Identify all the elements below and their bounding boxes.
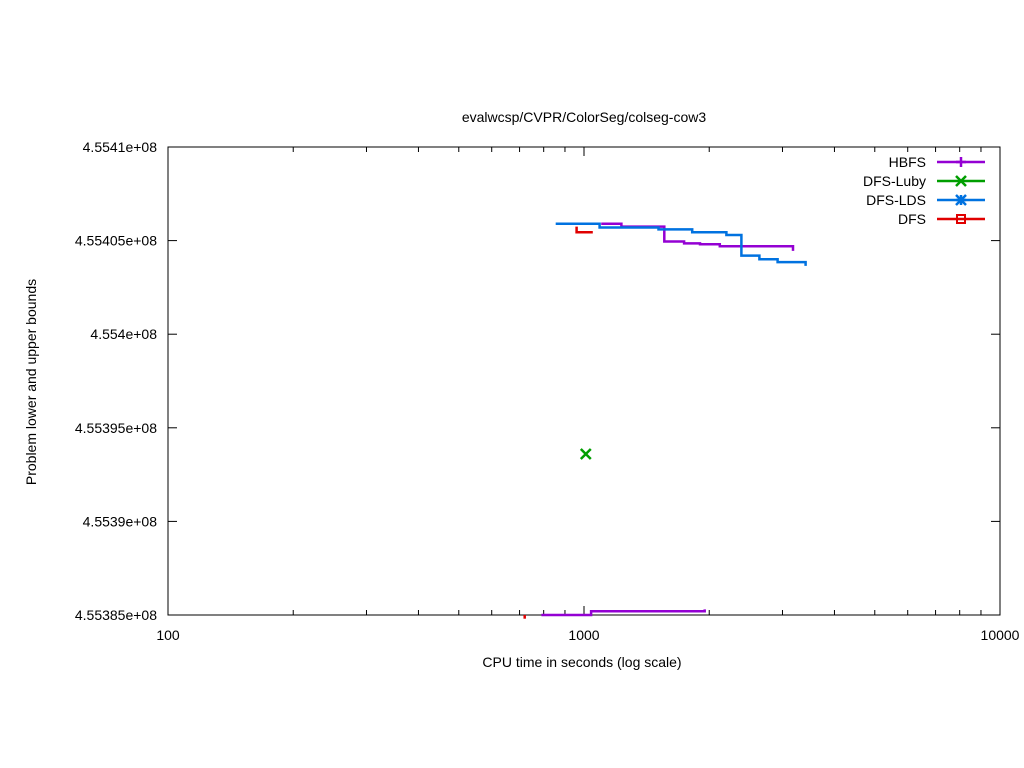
- series-dfs: [523, 226, 593, 619]
- y-tick-label: 4.5541e+08: [83, 139, 158, 155]
- x-axis-label: CPU time in seconds (log scale): [482, 654, 681, 670]
- legend-label-dfs-luby: DFS-Luby: [863, 173, 926, 189]
- legend-label-dfs: DFS: [898, 211, 926, 227]
- legend-label-hbfs: HBFS: [889, 154, 926, 170]
- series-line-hbfs: [541, 609, 706, 617]
- legend-marker-dfs-luby: [955, 175, 967, 187]
- series-group: [523, 222, 807, 619]
- legend-marker-hbfs: [956, 157, 966, 167]
- axis-ticks: 100 1000 10000 4.55385e+08 4.5539e+08 4.55395…: [75, 139, 1020, 643]
- legend-marker-dfs-lds: [955, 194, 967, 206]
- x-tick-label: 10000: [981, 627, 1020, 643]
- legend-marker-dfs: [956, 214, 966, 224]
- y-tick-label: 4.55385e+08: [75, 607, 157, 623]
- data-point-dfs-luby: [579, 448, 592, 460]
- y-tick-label: 4.554e+08: [90, 326, 157, 342]
- x-tick-label: 1000: [568, 627, 599, 643]
- series-hbfs: [541, 222, 795, 617]
- legend: HBFS DFS-Luby DFS-LDS DFS: [863, 154, 985, 227]
- series-dfs-luby: [579, 448, 592, 460]
- series-line-dfs-lds: [555, 222, 807, 266]
- series-dfs-lds: [555, 222, 807, 266]
- chart-title: evalwcsp/CVPR/ColorSeg/colseg-cow3: [462, 109, 707, 125]
- y-tick-label: 4.5539e+08: [83, 513, 158, 529]
- y-tick-label: 4.55395e+08: [75, 420, 157, 436]
- y-axis-label: Problem lower and upper bounds: [23, 279, 39, 485]
- y-tick-label: 4.55405e+08: [75, 233, 157, 249]
- series-line-dfs: [575, 226, 593, 234]
- legend-label-dfs-lds: DFS-LDS: [866, 192, 926, 208]
- x-tick-label: 100: [156, 627, 180, 643]
- plot-frame: [167, 146, 1001, 616]
